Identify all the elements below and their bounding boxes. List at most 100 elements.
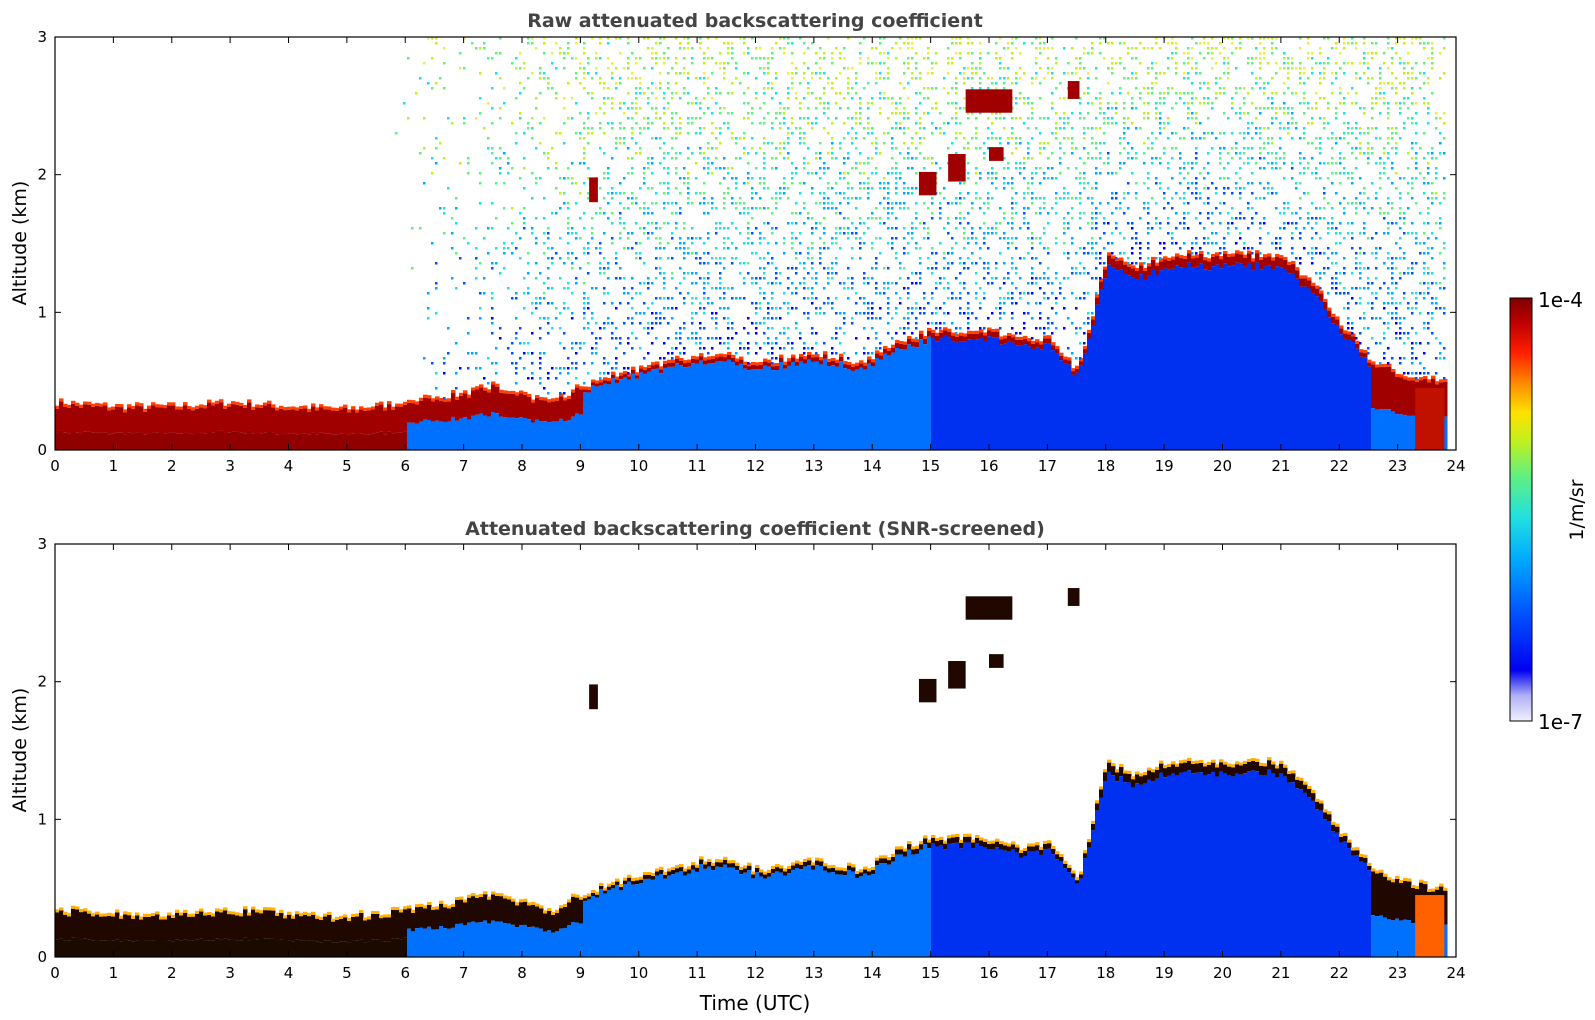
heat-cell <box>1171 157 1174 160</box>
heat-cell <box>547 372 550 375</box>
heat-cell <box>959 42 962 45</box>
heat-cell <box>667 152 670 155</box>
heat-cell <box>747 272 750 275</box>
heat-cell <box>519 212 522 215</box>
heat-cell <box>771 370 776 450</box>
heat-cell <box>679 212 682 215</box>
heat-cell <box>687 147 690 150</box>
heat-cell <box>1091 187 1094 190</box>
heat-cell <box>403 102 406 105</box>
heat-cell <box>711 207 714 210</box>
heat-cell <box>1259 147 1262 150</box>
heat-cell <box>1179 247 1182 250</box>
heat-cell <box>1163 147 1166 150</box>
heat-cell <box>919 247 922 250</box>
heat-cell <box>487 102 490 105</box>
heat-cell <box>707 37 710 40</box>
heat-cell <box>807 117 810 120</box>
heat-cell <box>1203 227 1206 230</box>
heat-cell <box>1243 87 1246 90</box>
heat-cell <box>727 122 730 125</box>
heat-cell <box>83 404 88 432</box>
heat-cell <box>863 277 866 280</box>
heat-cell <box>591 77 594 80</box>
heat-cell <box>1195 242 1198 245</box>
heat-cell <box>535 419 540 450</box>
heat-cell <box>607 262 610 265</box>
heat-cell <box>491 227 494 230</box>
heat-cell <box>1283 57 1286 60</box>
heat-cell <box>963 267 966 270</box>
heat-cell <box>1111 258 1116 268</box>
heat-cell <box>963 217 966 220</box>
heat-cell <box>715 102 718 105</box>
heat-cell <box>703 292 706 295</box>
heat-cell <box>935 162 938 165</box>
heat-cell <box>535 395 540 399</box>
heat-cell <box>1147 172 1150 175</box>
heat-cell <box>699 192 702 195</box>
heat-cell <box>1067 62 1070 65</box>
heat-cell <box>623 222 626 225</box>
heat-cell <box>691 363 696 450</box>
heat-cell <box>1051 167 1054 170</box>
heat-cell <box>1203 237 1206 240</box>
heat-cell <box>647 222 650 225</box>
heat-cell <box>763 361 768 366</box>
heat-cell <box>619 82 622 85</box>
heat-cell <box>1023 292 1026 295</box>
heat-cell <box>1087 72 1090 75</box>
heat-cell <box>1223 263 1228 450</box>
heat-cell <box>1055 272 1058 275</box>
heat-cell <box>691 252 694 255</box>
heat-cell <box>1275 247 1278 250</box>
heat-cell <box>891 344 896 348</box>
heat-cell <box>1103 112 1106 115</box>
heat-cell <box>931 267 934 270</box>
heat-cell <box>847 92 850 95</box>
heat-cell <box>719 67 722 70</box>
heat-cell <box>479 97 482 100</box>
heat-cell <box>391 409 396 434</box>
heat-cell <box>1123 102 1126 105</box>
heat-cell <box>895 217 898 220</box>
heat-cell <box>1159 182 1162 185</box>
heat-cell <box>647 371 652 450</box>
heat-cell <box>1003 47 1006 50</box>
heat-cell <box>879 97 882 100</box>
heat-cell <box>811 92 814 95</box>
heat-cell <box>999 77 1002 80</box>
heat-cell <box>907 97 910 100</box>
heat-cell <box>931 292 934 295</box>
heat-cell <box>743 102 746 105</box>
heat-cell <box>955 132 958 135</box>
heat-cell <box>647 322 650 325</box>
heat-cell <box>1203 42 1206 45</box>
heat-cell <box>579 389 584 415</box>
heat-cell <box>743 92 746 95</box>
heat-cell <box>1103 57 1106 60</box>
heat-cell <box>759 267 762 270</box>
heat-cell <box>1151 132 1154 135</box>
heat-cell <box>907 338 912 345</box>
heat-cell <box>787 187 790 190</box>
heat-cell <box>967 257 970 260</box>
heat-cell <box>647 364 652 368</box>
heat-cell <box>963 197 966 200</box>
heat-cell <box>1175 256 1180 266</box>
heat-cell <box>987 127 990 130</box>
heat-cell <box>711 317 714 320</box>
heat-cell <box>1283 92 1286 95</box>
heat-cell <box>531 227 534 230</box>
heat-cell <box>491 122 494 125</box>
heat-cell <box>1187 162 1190 165</box>
heat-cell <box>839 212 842 215</box>
heat-cell <box>1195 122 1198 125</box>
heat-cell <box>1215 82 1218 85</box>
heat-cell <box>1187 107 1190 110</box>
heat-cell <box>1223 147 1226 150</box>
heat-cell <box>807 252 810 255</box>
heat-cell <box>295 407 300 411</box>
heat-cell <box>951 335 956 342</box>
heat-cell <box>299 408 304 434</box>
